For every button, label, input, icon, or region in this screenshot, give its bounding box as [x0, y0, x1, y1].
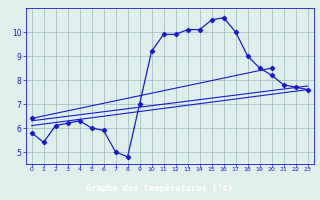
Text: Graphe des températures (°c): Graphe des températures (°c): [86, 184, 234, 193]
